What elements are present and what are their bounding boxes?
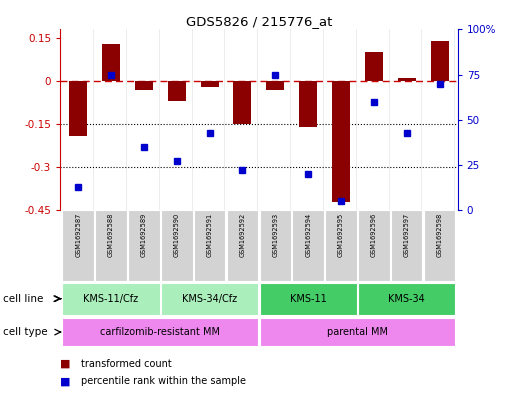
Bar [102, 44, 120, 81]
Text: KMS-11: KMS-11 [290, 294, 326, 304]
Text: GSM1692598: GSM1692598 [437, 213, 442, 257]
Bar [62, 283, 160, 314]
Bar [365, 52, 383, 81]
Text: GSM1692595: GSM1692595 [338, 213, 344, 257]
Bar [424, 210, 456, 281]
Title: GDS5826 / 215776_at: GDS5826 / 215776_at [186, 15, 332, 28]
Bar [135, 81, 153, 90]
Bar [233, 81, 252, 124]
Bar [332, 81, 350, 202]
Bar [259, 210, 291, 281]
Text: GSM1692590: GSM1692590 [174, 213, 180, 257]
Text: carfilzomib-resistant MM: carfilzomib-resistant MM [100, 327, 220, 337]
Bar [69, 81, 87, 136]
Bar [194, 210, 225, 281]
Text: GSM1692593: GSM1692593 [272, 213, 278, 257]
Bar [292, 210, 324, 281]
Text: GSM1692589: GSM1692589 [141, 213, 147, 257]
Text: GSM1692592: GSM1692592 [240, 213, 245, 257]
Text: GSM1692587: GSM1692587 [75, 213, 81, 257]
Bar [161, 210, 192, 281]
Text: parental MM: parental MM [327, 327, 388, 337]
Text: transformed count: transformed count [81, 358, 172, 369]
Bar [201, 81, 219, 87]
Text: cell type: cell type [3, 327, 47, 337]
Bar [391, 210, 423, 281]
Text: GSM1692591: GSM1692591 [207, 213, 213, 257]
Bar [259, 283, 357, 314]
Text: GSM1692597: GSM1692597 [404, 213, 410, 257]
Bar [95, 210, 127, 281]
Bar [266, 81, 285, 90]
Bar [430, 41, 449, 81]
Bar [259, 318, 456, 346]
Text: KMS-34: KMS-34 [389, 294, 425, 304]
Bar [299, 81, 317, 127]
Bar [358, 283, 456, 314]
Bar [168, 81, 186, 101]
Text: GSM1692594: GSM1692594 [305, 213, 311, 257]
Text: cell line: cell line [3, 294, 43, 304]
Text: ■: ■ [60, 376, 71, 386]
Text: ■: ■ [60, 358, 71, 369]
Bar [226, 210, 258, 281]
Bar [161, 283, 258, 314]
Text: percentile rank within the sample: percentile rank within the sample [81, 376, 246, 386]
Bar [325, 210, 357, 281]
Text: KMS-11/Cfz: KMS-11/Cfz [84, 294, 139, 304]
Bar [397, 78, 416, 81]
Text: KMS-34/Cfz: KMS-34/Cfz [182, 294, 237, 304]
Bar [128, 210, 160, 281]
Bar [62, 210, 94, 281]
Text: GSM1692596: GSM1692596 [371, 213, 377, 257]
Text: GSM1692588: GSM1692588 [108, 213, 114, 257]
Bar [62, 318, 258, 346]
Bar [358, 210, 390, 281]
